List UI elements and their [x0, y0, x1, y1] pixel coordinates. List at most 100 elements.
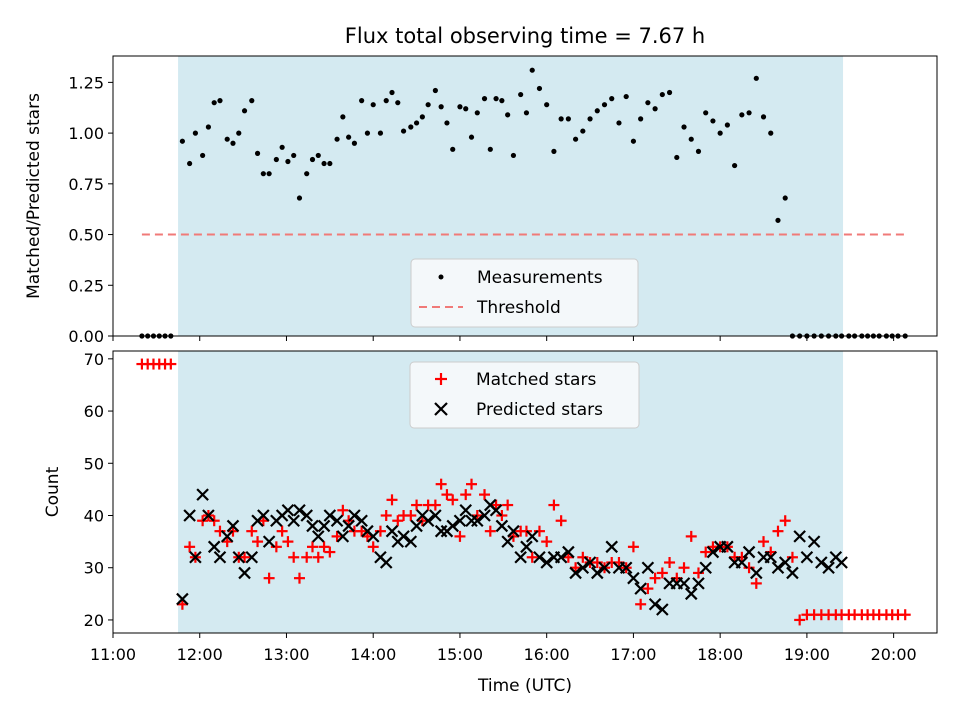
- measurement-point: [192, 130, 198, 136]
- predicted-star-point: [507, 524, 520, 538]
- matched-star-point: [685, 530, 697, 542]
- measurement-point: [681, 124, 687, 130]
- legend-matched-marker: [435, 373, 447, 385]
- matched-star-point: [306, 541, 318, 553]
- measurement-point: [236, 130, 242, 136]
- measurement-point: [688, 136, 694, 142]
- matched-star-point: [484, 525, 496, 537]
- matched-star-point: [435, 478, 447, 490]
- predicted-star-point: [281, 503, 295, 517]
- measurement-point: [444, 120, 450, 126]
- predicted-star-point: [576, 561, 590, 575]
- predicted-star-point: [183, 509, 196, 522]
- bottom-x-tick-label: 19:00: [784, 645, 830, 664]
- matched-star-point: [555, 515, 567, 527]
- legend-measurements-label: Measurements: [477, 268, 603, 288]
- matched-star-point: [293, 572, 305, 584]
- predicted-star-point: [404, 535, 418, 548]
- predicted-star-point: [323, 509, 337, 522]
- measurement-point: [717, 130, 723, 136]
- bottom-x-tick-label: 14:00: [350, 645, 396, 664]
- legend-threshold-label: Threshold: [476, 298, 561, 318]
- matched-star-point: [312, 551, 324, 563]
- measurement-point: [609, 96, 615, 102]
- top-y-axis-label: Matched/Predicted stars: [24, 93, 44, 299]
- measurement-point: [499, 98, 505, 104]
- top-y-axis: 0.00 0.25 0.50 0.75 1.00 1.25: [68, 73, 113, 346]
- measurement-point: [645, 100, 651, 106]
- predicted-star-point: [189, 550, 202, 564]
- predicted-star-point: [226, 519, 240, 533]
- matched-star-point: [380, 510, 392, 521]
- bottom-x-tick-label: 17:00: [610, 645, 656, 664]
- matched-star-point: [447, 494, 459, 506]
- predicted-star-point: [540, 556, 553, 569]
- bottom-legend-box: [409, 361, 640, 429]
- predicted-star-point: [706, 545, 720, 559]
- matched-star-point: [184, 541, 196, 553]
- measurement-point: [782, 195, 788, 201]
- matched-star-point: [466, 478, 478, 490]
- matched-star-point: [246, 525, 258, 537]
- measurements-series: [139, 67, 908, 339]
- measurement-point: [327, 160, 333, 167]
- measurement-point: [315, 152, 321, 159]
- measurement-point: [425, 102, 431, 108]
- matched-star-point: [411, 499, 423, 511]
- predicted-star-point: [800, 550, 814, 564]
- matched-star-point: [318, 541, 330, 553]
- matched-star-point: [214, 525, 226, 537]
- predicted-star-point: [569, 566, 582, 580]
- predicted-star-point: [520, 540, 533, 554]
- top-legend: Measurements Threshold: [410, 258, 639, 328]
- predicted-star-point: [822, 561, 835, 575]
- matched-star-point: [656, 567, 668, 579]
- measurement-point: [309, 156, 316, 163]
- measurement-point: [187, 160, 193, 167]
- bottom-y-tick-label: 20: [84, 611, 104, 630]
- predicted-star-point: [554, 550, 568, 564]
- predicted-star-point: [677, 577, 691, 590]
- predicted-star-point: [196, 488, 209, 501]
- measurement-point: [601, 102, 608, 108]
- measurement-point: [351, 140, 358, 146]
- predicted-star-point: [459, 503, 473, 517]
- measurement-point: [279, 144, 285, 150]
- measurement-point: [666, 89, 673, 96]
- predicted-star-point: [583, 556, 597, 569]
- measurement-point: [205, 124, 212, 130]
- matched-star-point: [239, 551, 251, 563]
- predicted-star-point: [366, 530, 380, 543]
- predicted-star-point: [778, 556, 792, 569]
- matched-stars-series: [136, 358, 911, 626]
- predicted-star-point: [245, 550, 259, 564]
- predicted-star-point: [220, 530, 234, 543]
- measurement-point: [544, 102, 550, 108]
- matched-star-point: [337, 504, 349, 516]
- measurement-point: [432, 87, 438, 94]
- predicted-star-point: [421, 514, 435, 528]
- measurement-point: [273, 156, 279, 163]
- top-y-tick-label: 0.50: [68, 226, 104, 245]
- measurement-point: [224, 136, 230, 142]
- measurement-point: [457, 104, 463, 110]
- measurement-point: [408, 124, 414, 130]
- measurement-point: [413, 120, 420, 126]
- measurement-point: [450, 146, 456, 152]
- predicted-star-point: [238, 566, 251, 580]
- predicted-stars-series: [176, 488, 848, 616]
- matched-star-point: [750, 577, 762, 589]
- matched-star-point: [429, 499, 441, 511]
- measurement-point: [558, 116, 564, 122]
- matched-star-point: [331, 530, 343, 542]
- matched-star-point: [324, 546, 336, 558]
- measurement-point: [266, 171, 272, 177]
- measurement-point: [760, 114, 767, 120]
- top-y-tick-label: 0.00: [68, 327, 104, 346]
- matched-star-point: [270, 541, 282, 553]
- matched-star-point: [700, 546, 712, 558]
- measurement-point: [395, 100, 401, 106]
- predicted-star-point: [317, 519, 331, 533]
- predicted-star-point: [429, 509, 442, 522]
